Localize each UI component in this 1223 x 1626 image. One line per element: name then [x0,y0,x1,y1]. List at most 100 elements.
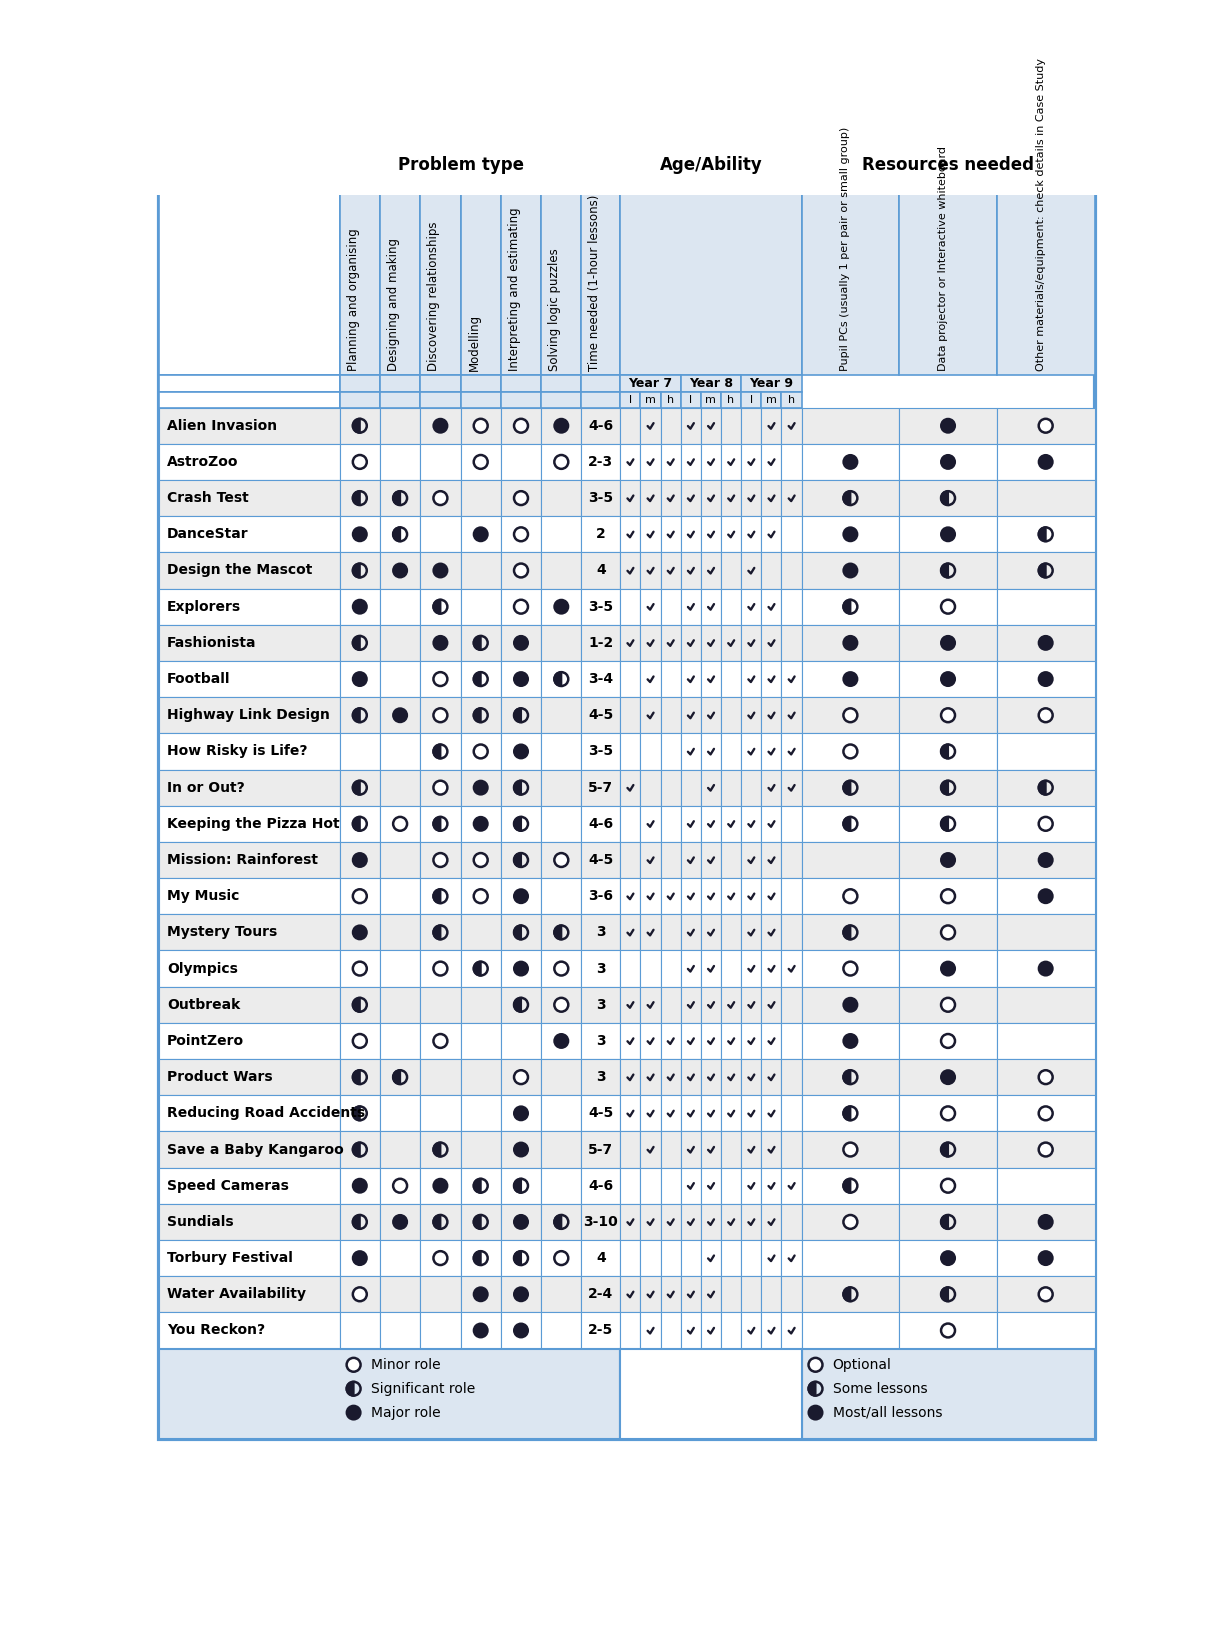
Bar [641,408,660,444]
Bar [997,1312,1095,1348]
Text: 1-2: 1-2 [588,636,614,650]
Bar [720,1167,741,1203]
Bar [701,951,720,987]
Text: 5-7: 5-7 [588,1143,614,1156]
Bar [720,951,741,987]
Circle shape [352,961,367,976]
Bar [997,1096,1095,1132]
Wedge shape [514,925,521,940]
Text: 3-6: 3-6 [588,889,613,902]
Bar [681,444,701,480]
Bar [761,1241,781,1276]
Text: Olympics: Olympics [166,961,237,976]
Circle shape [940,961,955,976]
Bar [501,553,541,589]
Bar [501,878,541,914]
Bar [581,662,620,698]
Bar [681,1276,701,1312]
Circle shape [393,709,407,722]
Wedge shape [844,491,850,506]
Bar [159,153,340,177]
Circle shape [554,420,569,433]
Bar [501,698,541,733]
Bar [899,444,997,480]
Bar [581,1167,620,1203]
Bar [997,662,1095,698]
Bar [681,951,701,987]
Circle shape [514,1324,528,1338]
Bar [781,914,801,951]
Bar [660,951,681,987]
Circle shape [352,1288,367,1301]
Bar [761,698,781,733]
Wedge shape [514,1179,521,1192]
Bar [421,1203,461,1241]
Bar [761,914,781,951]
Bar [660,1059,681,1096]
Bar [720,624,741,662]
Bar [681,698,701,733]
Bar [421,806,461,842]
Text: Year 9: Year 9 [750,377,794,390]
Text: Some lessons: Some lessons [833,1382,927,1395]
Bar [720,914,741,951]
Bar [461,1023,501,1059]
Bar [741,698,761,733]
Bar [380,662,421,698]
Text: m: m [645,395,656,405]
Text: Reducing Road Accidents: Reducing Road Accidents [166,1106,364,1120]
Bar [380,1132,421,1167]
Bar [581,1241,620,1276]
Bar [899,987,997,1023]
Bar [741,408,761,444]
Bar [541,515,581,553]
Bar [741,842,761,878]
Bar [541,698,581,733]
Bar [801,153,1095,177]
Circle shape [352,600,367,613]
Bar [461,376,501,392]
Bar [461,842,501,878]
Wedge shape [844,1288,850,1301]
Text: 3-4: 3-4 [588,672,614,686]
Wedge shape [808,1382,816,1395]
Text: Keeping the Pizza Hot: Keeping the Pizza Hot [166,816,340,831]
Bar [501,589,541,624]
Circle shape [554,961,569,976]
Bar [501,1167,541,1203]
Bar [781,515,801,553]
Bar [380,480,421,515]
Bar [741,662,761,698]
Circle shape [514,1215,528,1229]
Text: How Risky is Life?: How Risky is Life? [166,745,307,758]
Bar [801,515,899,553]
Bar [997,408,1095,444]
Bar [720,480,741,515]
Bar [997,1203,1095,1241]
Text: m: m [706,395,717,405]
Bar [761,392,781,408]
Bar [997,553,1095,589]
Text: 3: 3 [596,998,605,1011]
Bar [581,1023,620,1059]
Bar [681,1023,701,1059]
Bar [660,987,681,1023]
Bar [741,515,761,553]
Bar [801,1059,899,1096]
Bar [761,1276,781,1312]
Bar [741,392,761,408]
Bar [761,951,781,987]
Bar [801,624,899,662]
Bar [501,1276,541,1312]
Circle shape [352,672,367,686]
Bar [641,698,660,733]
Bar [501,515,541,553]
Circle shape [346,1406,361,1419]
Bar [421,1312,461,1348]
Bar [641,1059,660,1096]
Circle shape [433,709,448,722]
Circle shape [844,564,857,577]
Wedge shape [514,1250,521,1265]
Bar [461,662,501,698]
Wedge shape [352,780,360,795]
